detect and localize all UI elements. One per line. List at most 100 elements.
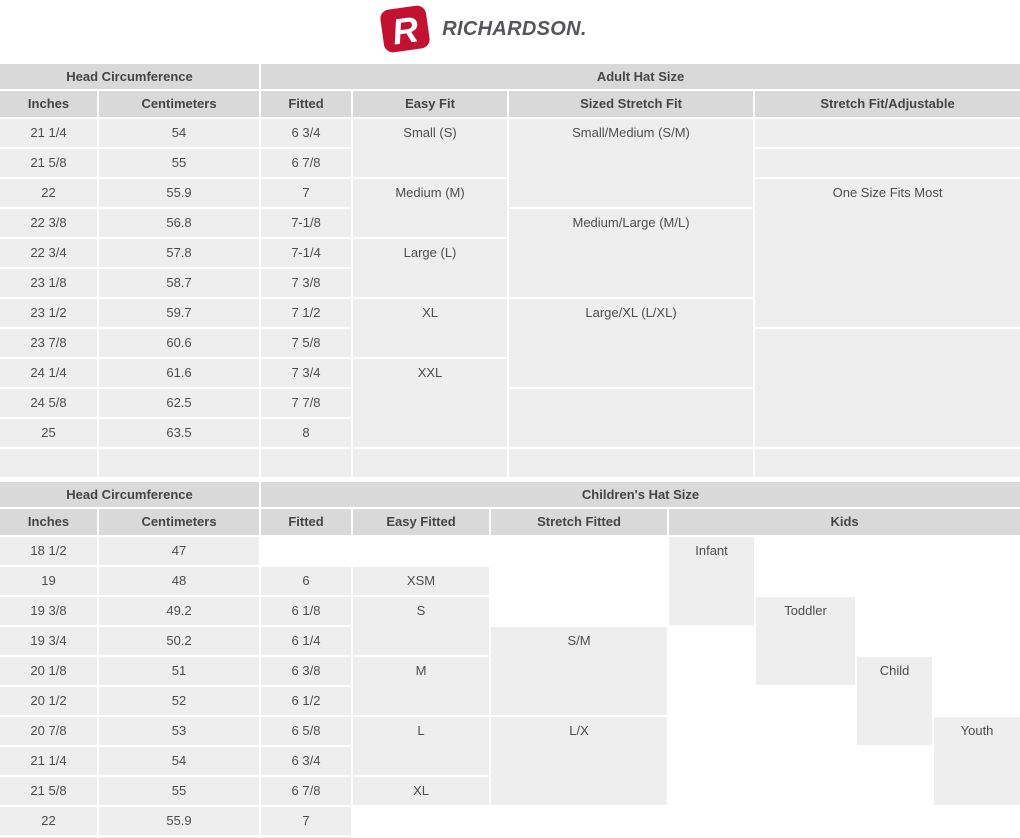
size-cell: 21 1/4 [0,119,97,147]
column-header-cell: Inches [0,509,97,535]
empty-cell [261,537,351,565]
empty-cell [491,807,667,835]
adult-hat-size-table: Head Circumference Adult Hat Size Inches Ce… [0,62,1020,479]
size-cell: 49.2 [99,597,260,625]
table-row: 20 1/2 52 6 1/2 [0,687,1020,715]
size-cell: 7-1/8 [261,209,352,237]
empty-cell [99,449,260,477]
size-cell: 19 [0,567,97,595]
size-cell: 7-1/4 [261,239,352,267]
size-cell: L/X [491,717,668,805]
empty-cell [669,747,754,775]
column-header-cell: Centimeters [99,509,260,535]
size-cell: Medium (M) [353,179,508,237]
size-cell: S [353,597,490,655]
empty-cell [669,627,754,655]
size-cell: 25 [0,419,97,447]
column-header-cell: Stretch Fitted [491,509,668,535]
size-cell: 19 3/4 [0,627,97,655]
size-cell: 7 7/8 [261,389,352,417]
table-row [0,449,1020,477]
empty-cell [934,567,1020,595]
group-header-cell: Children's Hat Size [261,482,1020,507]
size-cell: 60.6 [99,329,260,357]
size-cell: 6 1/8 [261,597,352,625]
column-header-cell: Easy Fit [353,91,508,117]
size-cell: 50.2 [99,627,260,655]
size-cell: 20 1/2 [0,687,97,715]
empty-cell [491,597,667,625]
size-cell: 23 1/2 [0,299,97,327]
empty-cell [857,747,932,775]
size-cell: 54 [99,747,260,775]
size-cell: 19 3/8 [0,597,97,625]
size-cell: Small (S) [353,119,508,177]
empty-cell [261,449,352,477]
empty-cell [509,449,754,477]
empty-cell [353,807,489,835]
richardson-logo: R RICHARDSON. [0,0,992,54]
group-header-cell: Adult Hat Size [261,64,1020,89]
empty-cell [669,777,754,805]
size-cell: Youth [934,717,1020,805]
size-cell: 8 [261,419,352,447]
empty-cell [857,627,932,655]
size-cell: 52 [99,687,260,715]
table-row: 23 7/8 60.6 7 5/8 [0,329,1020,447]
size-cell: 7 [261,807,352,835]
size-cell: 6 5/8 [261,717,352,745]
size-cell: 55.9 [99,807,260,835]
size-cell: 6 3/4 [261,747,352,775]
empty-cell [756,717,855,745]
brand-wordmark: RICHARDSON. [442,17,587,40]
size-cell: 7 1/2 [261,299,352,327]
table-row: 19 3/8 49.2 6 1/8 S Toddler [0,597,1020,685]
empty-cell [755,119,1020,147]
column-header-cell: Fitted [261,91,352,117]
table-row: 24 1/4 61.6 7 3/4 XXL [0,359,1020,447]
size-cell: 6 3/8 [261,657,352,685]
size-cell: 6 7/8 [261,777,352,805]
size-cell: 7 [261,179,352,207]
table-row: 20 1/8 51 6 3/8 M Child [0,657,1020,745]
column-header-cell: Kids [669,509,1020,535]
column-header-cell: Fitted [261,509,352,535]
table-row: 22 3/4 57.8 7-1/4 Large (L) [0,239,1020,297]
group-header-cell: Head Circumference [0,482,260,507]
size-cell: XL [353,777,490,805]
size-cell: XXL [353,359,508,447]
size-cell: 24 5/8 [0,389,97,417]
size-cell: 48 [99,567,260,595]
size-cell: 6 7/8 [261,149,352,177]
size-cell: Infant [669,537,755,625]
richardson-logo-badge-icon: R [380,5,430,53]
table-row: 19 48 6 XSM [0,567,1020,595]
childrens-hat-size-table: Head Circumference Children's Hat Size Inc… [0,480,1020,838]
empty-cell [934,627,1020,655]
empty-cell [756,747,855,775]
size-cell: XL [353,299,508,357]
size-cell: 61.6 [99,359,260,387]
size-cell: 20 1/8 [0,657,97,685]
group-header-row: Head Circumference Adult Hat Size [0,64,1020,89]
size-cell: Toddler [756,597,856,685]
column-header-cell: Sized Stretch Fit [509,91,754,117]
empty-cell [491,537,667,565]
size-cell: 7 3/4 [261,359,352,387]
table-row: 24 5/8 62.5 7 7/8 [0,389,1020,447]
size-cell: Child [857,657,933,745]
column-header-row: Inches Centimeters Fitted Easy Fitted Stretc… [0,509,1020,535]
empty-cell [755,149,1020,177]
size-cell: L [353,717,490,775]
empty-cell [934,657,1020,685]
empty-cell [756,807,855,835]
empty-cell [669,657,754,685]
empty-cell [509,389,754,447]
size-cell: 21 5/8 [0,149,97,177]
empty-cell [756,777,855,805]
size-cell: Large/XL (L/XL) [509,299,754,387]
size-cell: 51 [99,657,260,685]
column-header-row: Inches Centimeters Fitted Easy Fit Sized Str… [0,91,1020,117]
size-cell: 55 [99,149,260,177]
